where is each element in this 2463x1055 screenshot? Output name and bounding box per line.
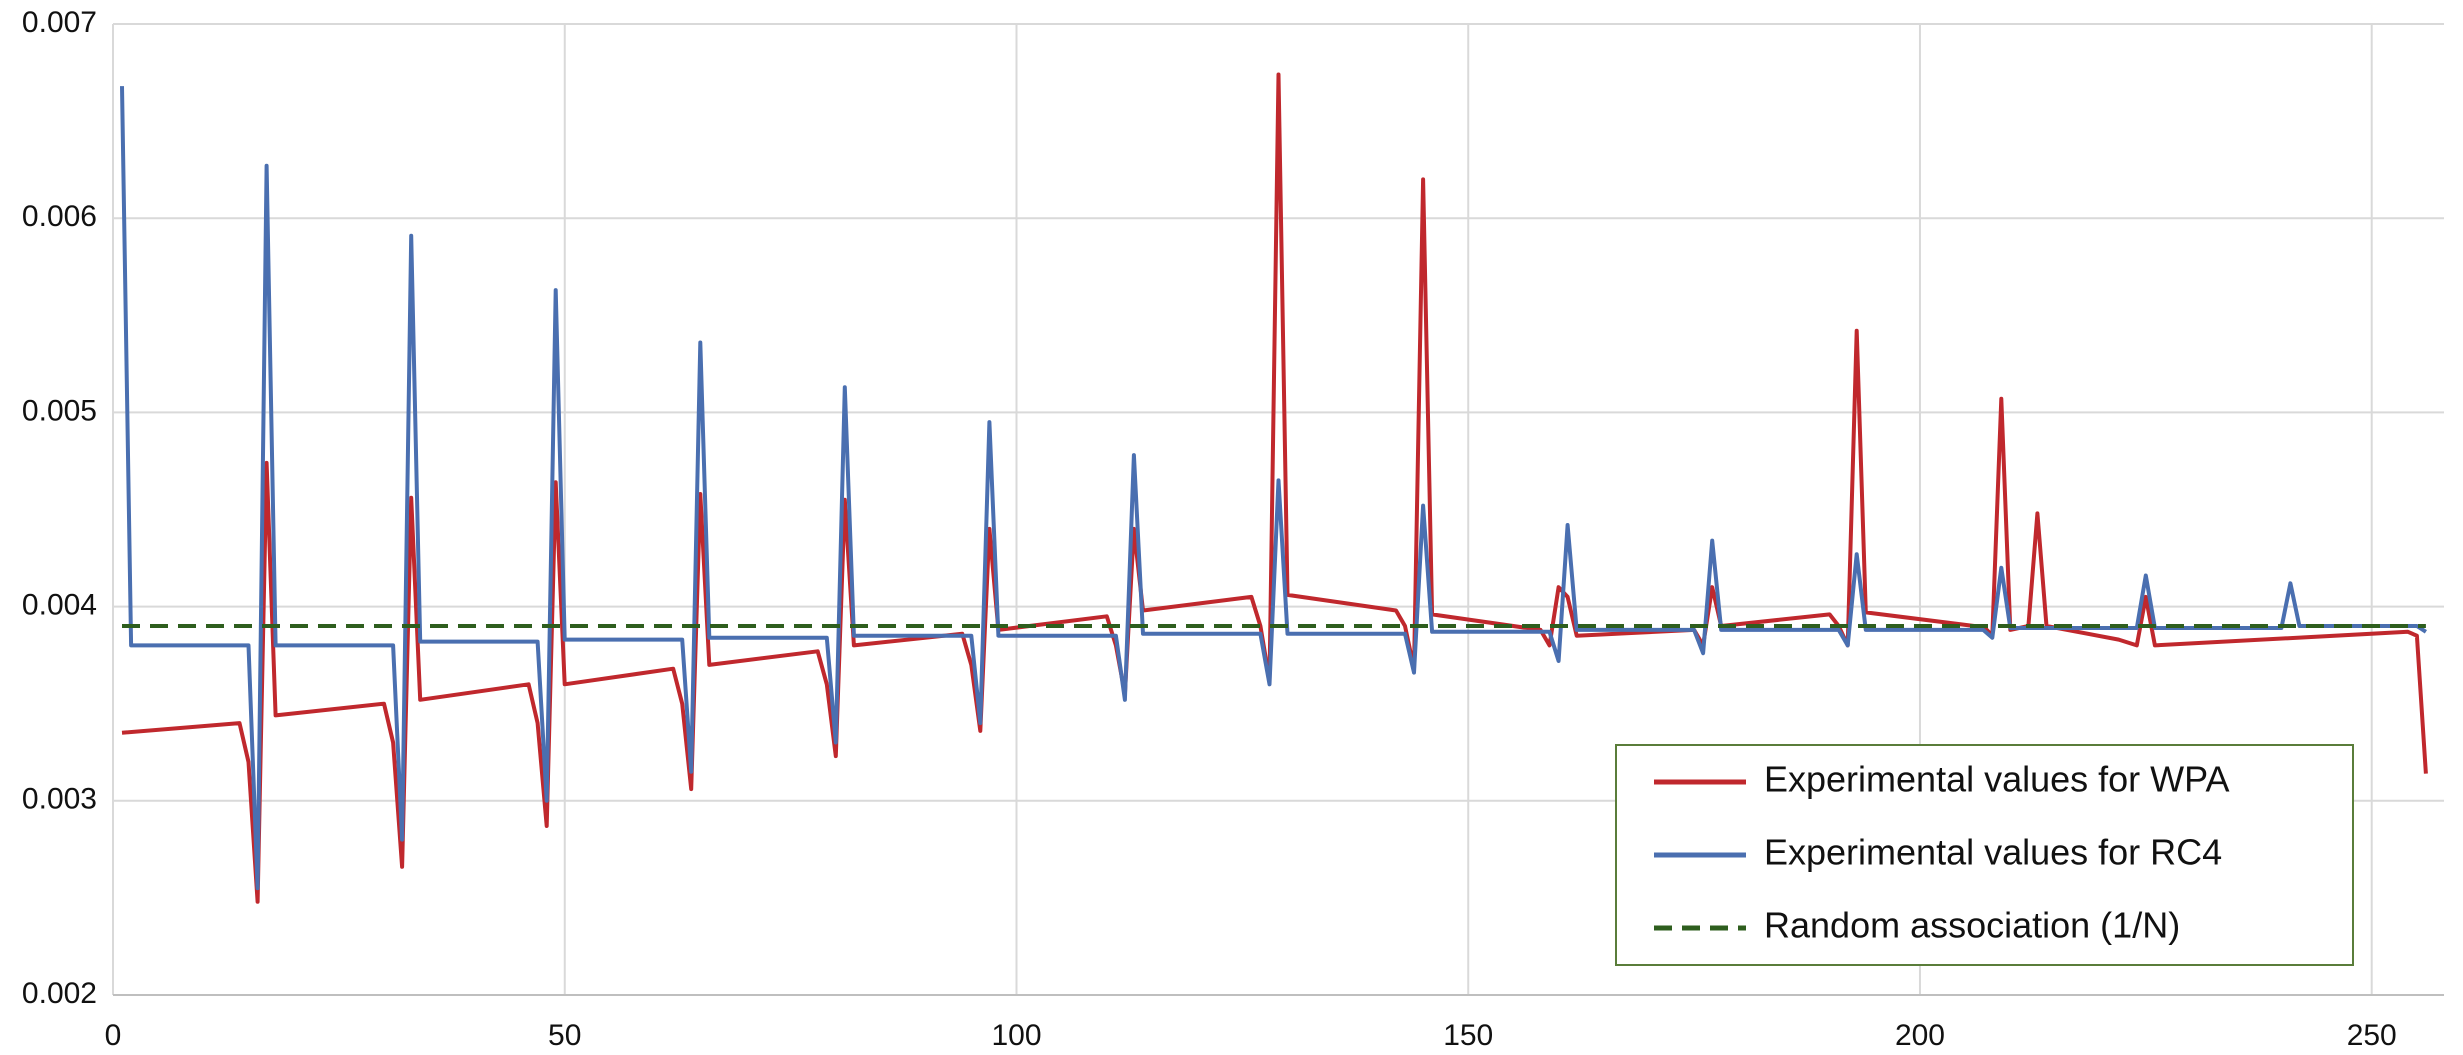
x-tick-label: 100 <box>991 1019 1041 1052</box>
y-tick-label: 0.005 <box>22 394 97 427</box>
x-tick-label: 0 <box>105 1019 122 1052</box>
legend-label: Experimental values for WPA <box>1764 759 2230 800</box>
y-tick-label: 0.002 <box>22 977 97 1010</box>
y-tick-label: 0.007 <box>22 6 97 39</box>
legend-label: Experimental values for RC4 <box>1764 832 2222 873</box>
x-tick-label: 50 <box>548 1019 581 1052</box>
y-tick-label: 0.003 <box>22 783 97 816</box>
x-tick-label: 200 <box>1895 1019 1945 1052</box>
x-tick-label: 250 <box>2347 1019 2397 1052</box>
data-line <box>120 86 2427 891</box>
x-tick-label: 150 <box>1443 1019 1493 1052</box>
y-tick-label: 0.006 <box>22 200 97 233</box>
y-tick-label: 0.004 <box>22 589 97 622</box>
legend-label: Random association (1/N) <box>1764 905 2180 946</box>
